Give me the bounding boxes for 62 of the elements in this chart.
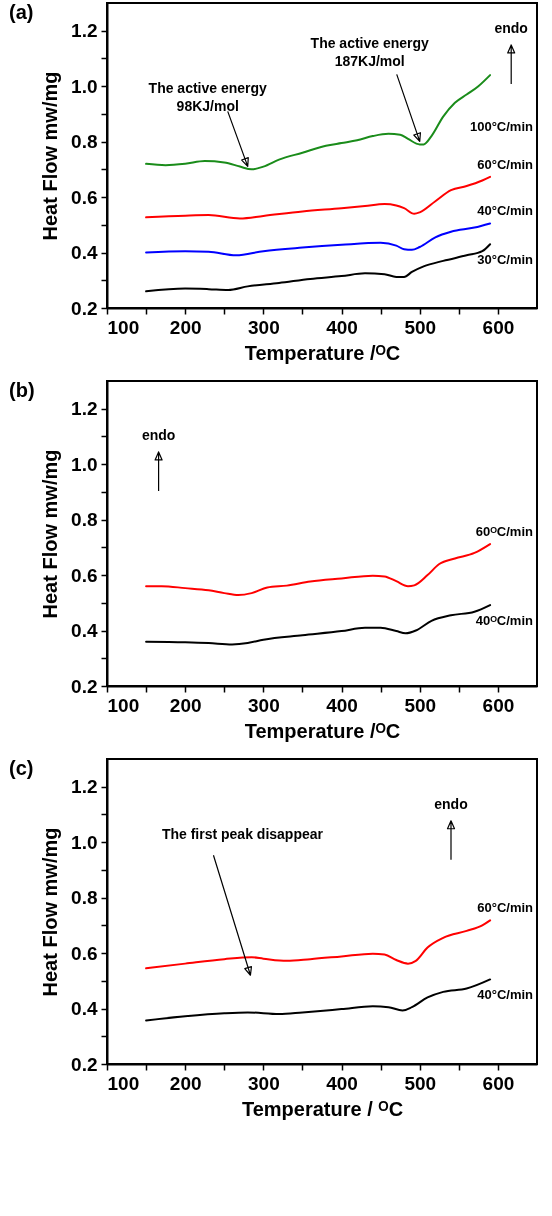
y-tick-label: 0.8 bbox=[71, 887, 98, 909]
y-tick-label: 1.0 bbox=[71, 831, 98, 853]
chart-title: (a) bbox=[9, 1, 34, 23]
y-tick-label: 0.8 bbox=[71, 131, 98, 153]
x-axis-title: Temperature /ᴼC bbox=[244, 341, 401, 364]
annotation: endo bbox=[434, 795, 468, 812]
x-tick-label: 400 bbox=[326, 1072, 358, 1094]
x-tick-label: 400 bbox=[326, 316, 358, 338]
annotation: endo bbox=[141, 426, 176, 443]
y-tick-label: 1.0 bbox=[71, 75, 98, 97]
x-tick-label: 400 bbox=[326, 694, 358, 716]
y-tick-label: 1.2 bbox=[71, 20, 98, 42]
series-label: 40ᴼC/min bbox=[475, 613, 534, 629]
y-tick-label: 0.6 bbox=[71, 942, 98, 964]
x-tick-label: 500 bbox=[404, 316, 437, 338]
x-tick-label: 600 bbox=[482, 694, 515, 716]
x-tick-label: 200 bbox=[169, 1072, 202, 1094]
x-tick-label: 300 bbox=[248, 694, 280, 716]
x-tick-label: 600 bbox=[482, 316, 515, 338]
x-tick-label: 500 bbox=[404, 1072, 437, 1094]
series-label: 60ᴼC/min bbox=[475, 524, 534, 540]
series-label: 60°C/min bbox=[477, 900, 534, 916]
x-tick-label: 100 bbox=[107, 1072, 140, 1094]
x-axis-title: Temperature /ᴼC bbox=[244, 719, 401, 742]
series-label: 40°C/min bbox=[477, 203, 534, 219]
y-tick-label: 0.4 bbox=[71, 242, 98, 264]
x-tick-label: 600 bbox=[482, 1072, 515, 1094]
line-series bbox=[145, 543, 492, 597]
x-tick-label: 300 bbox=[248, 316, 280, 338]
x-tick-label: 100 bbox=[107, 316, 140, 338]
y-axis-title: Heat Flow mw/mg bbox=[39, 71, 62, 241]
y-tick-label: 0.6 bbox=[71, 564, 98, 586]
x-axis-title: Temperature / ᴼC bbox=[241, 1097, 404, 1120]
annotation: endo bbox=[494, 19, 528, 36]
line-series bbox=[145, 919, 492, 970]
y-tick-label: 1.0 bbox=[71, 453, 98, 475]
annotation: The active energy 187KJ/mol bbox=[310, 35, 430, 70]
chart-title: (b) bbox=[9, 379, 35, 401]
series-label: 60°C/min bbox=[477, 156, 534, 172]
series-label: 30°C/min bbox=[477, 252, 534, 268]
y-tick-label: 0.2 bbox=[71, 297, 98, 319]
x-tick-label: 200 bbox=[169, 694, 202, 716]
series-label: 100°C/min bbox=[469, 119, 534, 135]
y-tick-label: 0.4 bbox=[71, 620, 98, 642]
y-tick-label: 0.4 bbox=[71, 998, 98, 1020]
x-tick-label: 100 bbox=[107, 694, 140, 716]
y-tick-label: 1.2 bbox=[71, 776, 98, 798]
y-tick-label: 0.2 bbox=[71, 1053, 98, 1075]
line-series bbox=[145, 222, 492, 257]
annotation: The active energy 98KJ/mol bbox=[148, 80, 268, 115]
y-tick-label: 1.2 bbox=[71, 398, 98, 420]
y-axis-title: Heat Flow mw/mg bbox=[39, 449, 62, 619]
y-tick-label: 0.2 bbox=[71, 675, 98, 697]
series-label: 40°C/min bbox=[477, 987, 534, 1003]
x-tick-label: 300 bbox=[248, 1072, 280, 1094]
y-tick-label: 0.8 bbox=[71, 509, 98, 531]
x-tick-label: 200 bbox=[169, 316, 202, 338]
annotation: The first peak disappear bbox=[161, 826, 324, 843]
x-tick-label: 500 bbox=[404, 694, 437, 716]
y-axis-title: Heat Flow mw/mg bbox=[39, 827, 62, 997]
chart-title: (c) bbox=[9, 757, 34, 779]
y-tick-label: 0.6 bbox=[71, 186, 98, 208]
